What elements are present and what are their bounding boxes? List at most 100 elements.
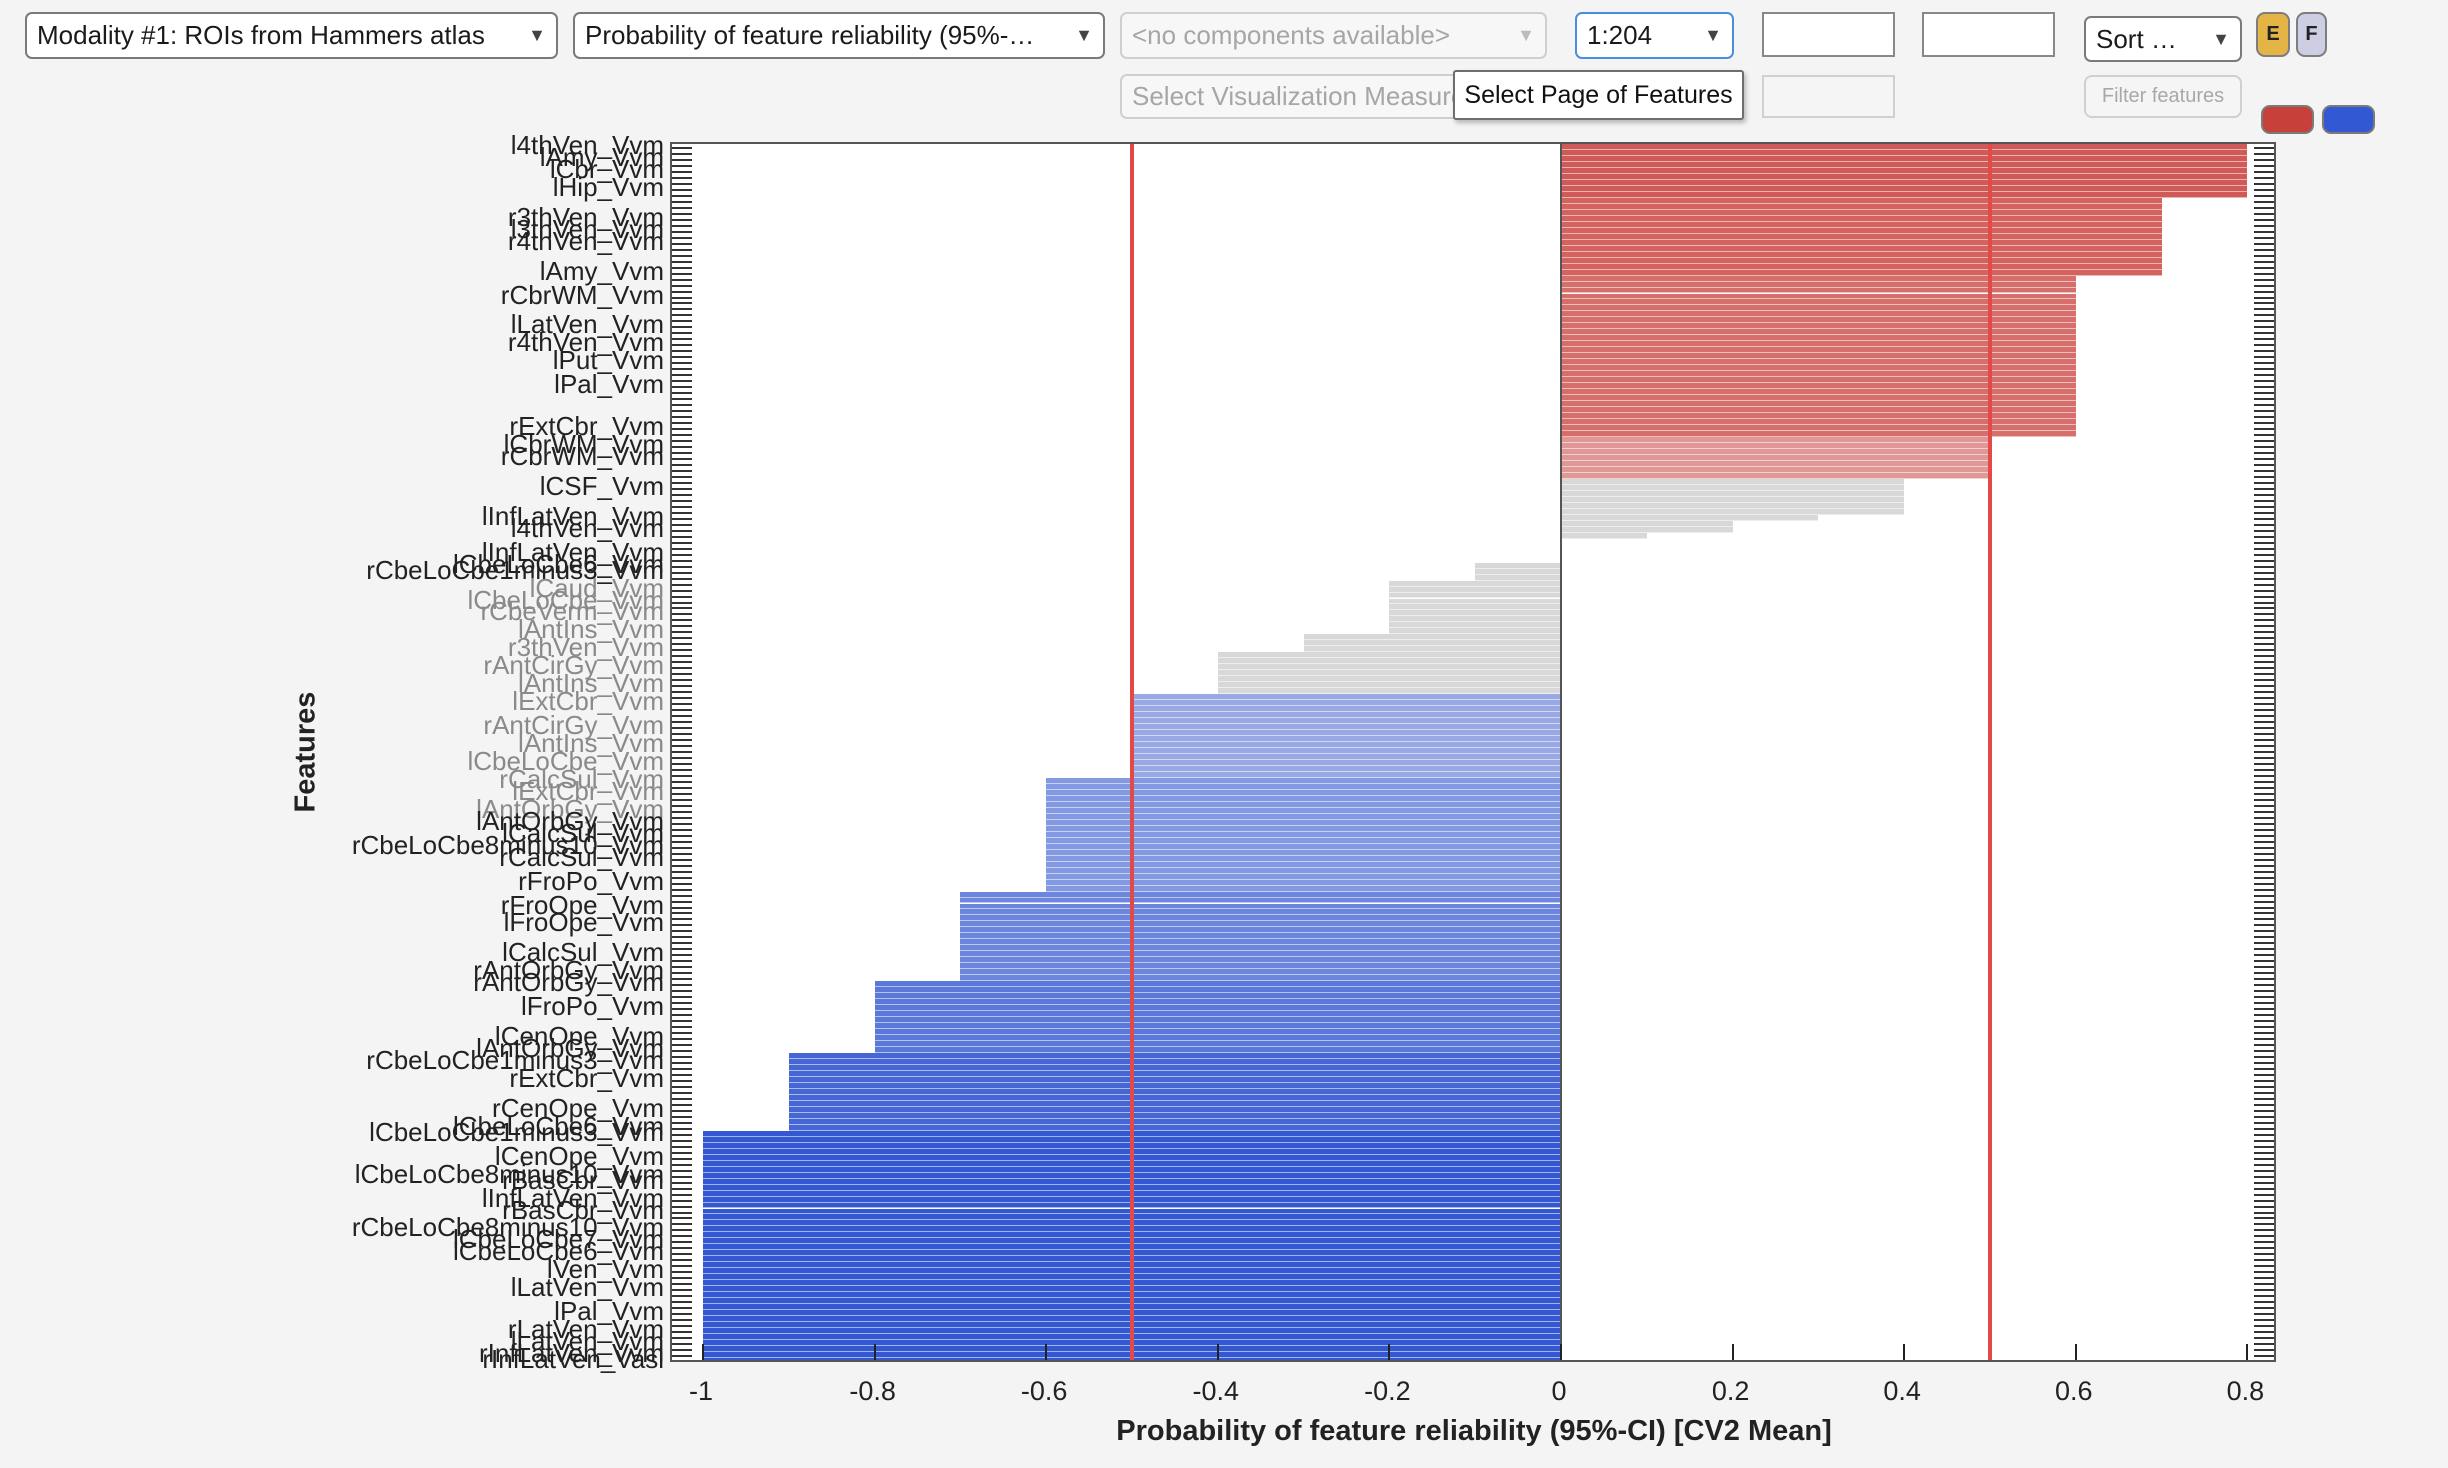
feature-bar	[788, 1106, 1561, 1113]
y-tick	[672, 176, 692, 179]
feature-bar	[1475, 574, 1561, 581]
feature-bar	[1046, 855, 1561, 862]
modality-select[interactable]: Modality #1: ROIs from Hammers atlas ▼	[25, 12, 558, 59]
edit-box-1[interactable]	[1762, 12, 1895, 57]
y-tick	[672, 1289, 692, 1292]
y-tick	[672, 428, 692, 431]
measure-select[interactable]: Probability of feature reliability (95%-…	[573, 12, 1105, 59]
y-tick	[2254, 571, 2274, 574]
feature-label: lCbeLoCbe_Vvm	[467, 584, 664, 615]
y-tick	[672, 1169, 692, 1172]
y-tick	[2254, 451, 2274, 454]
components-select[interactable]: <no components available> ▼	[1120, 12, 1547, 59]
y-tick	[2254, 978, 2274, 981]
y-tick	[2254, 1044, 2274, 1047]
y-tick	[672, 266, 692, 269]
y-tick	[2254, 1265, 2274, 1268]
y-tick	[672, 649, 692, 652]
y-tick	[2254, 428, 2274, 431]
y-tick	[2254, 392, 2274, 395]
y-tick	[672, 553, 692, 556]
edit-box-3[interactable]	[1762, 75, 1895, 118]
e-button[interactable]: E	[2256, 12, 2290, 57]
y-tick	[2254, 475, 2274, 478]
chevron-down-icon: ▼	[528, 25, 546, 45]
f-button[interactable]: F	[2296, 12, 2327, 57]
feature-bar	[1046, 879, 1561, 886]
y-tick	[2254, 434, 2274, 437]
y-tick	[672, 362, 692, 365]
feature-bar	[1561, 209, 2162, 216]
y-tick	[2254, 619, 2274, 622]
y-tick	[672, 1181, 692, 1184]
y-tick	[2254, 888, 2274, 891]
feature-label: lFroPo_Vvm	[520, 991, 664, 1022]
y-tick	[2254, 505, 2274, 508]
y-tick	[672, 308, 692, 311]
y-tick	[2254, 595, 2274, 598]
feature-bar	[1561, 293, 2076, 300]
y-tick	[2254, 1038, 2274, 1041]
y-tick	[672, 625, 692, 628]
y-tick	[672, 1145, 692, 1148]
y-tick	[672, 290, 692, 293]
y-tick	[2254, 457, 2274, 460]
y-tick	[672, 386, 692, 389]
y-tick	[672, 170, 692, 173]
y-tick	[672, 517, 692, 520]
y-tick	[2254, 643, 2274, 646]
feature-bar	[1046, 789, 1561, 796]
y-tick	[672, 655, 692, 658]
y-tick	[2254, 493, 2274, 496]
y-tick	[2254, 583, 2274, 586]
feature-bar	[1561, 233, 2162, 240]
y-tick	[672, 733, 692, 736]
y-tick	[672, 260, 692, 263]
filter-features-button[interactable]: Filter features	[2084, 75, 2242, 118]
y-tick	[2254, 308, 2274, 311]
y-tick	[672, 1217, 692, 1220]
feature-label: rCalcSul_Vvm	[499, 763, 664, 794]
feature-label: lCbeLoCbe6_Vvm	[452, 548, 664, 579]
y-tick	[672, 1157, 692, 1160]
y-tick	[2254, 972, 2274, 975]
feature-label: lCbr_Vvm	[549, 153, 664, 184]
edit-box-2[interactable]	[1922, 12, 2055, 57]
y-tick	[2254, 230, 2274, 233]
y-tick	[2254, 1050, 2274, 1053]
y-tick	[672, 876, 692, 879]
feature-bar	[1561, 155, 2248, 162]
y-tick	[672, 1223, 692, 1226]
y-tick	[672, 248, 692, 251]
y-tick	[672, 278, 692, 281]
feature-label: rCbeLoCbe8minus10_Vvm	[351, 1212, 664, 1243]
feature-bar	[1561, 257, 2162, 264]
feature-bar	[960, 969, 1561, 976]
y-tick	[672, 1133, 692, 1136]
y-tick	[672, 1061, 692, 1064]
y-tick	[2254, 1109, 2274, 1112]
feature-label: lLatVen_Vvm	[510, 1326, 664, 1357]
y-tick	[672, 697, 692, 700]
y-tick	[2254, 882, 2274, 885]
negative-color-swatch[interactable]	[2322, 105, 2375, 134]
feature-bar	[788, 1112, 1561, 1119]
feature-bar	[1132, 748, 1561, 754]
sort-select[interactable]: Sort … ▼	[2084, 16, 2242, 62]
positive-color-swatch[interactable]	[2261, 105, 2314, 134]
feature-bar	[1561, 239, 2162, 246]
y-tick	[2254, 786, 2274, 789]
y-tick	[2254, 314, 2274, 317]
page-select[interactable]: 1:204 ▼	[1575, 12, 1734, 59]
feature-label: rAntOrbGy_Vvm	[473, 967, 664, 998]
y-tick	[672, 828, 692, 831]
y-tick	[2254, 386, 2274, 389]
feature-label: lAmy_Vvm	[539, 255, 664, 286]
y-tick	[2254, 446, 2274, 448]
y-tick	[672, 906, 692, 909]
feature-bar	[1561, 353, 2076, 360]
y-tick	[672, 422, 692, 425]
y-tick	[672, 1002, 692, 1005]
feature-bar	[1475, 562, 1561, 569]
y-tick	[2254, 260, 2274, 263]
